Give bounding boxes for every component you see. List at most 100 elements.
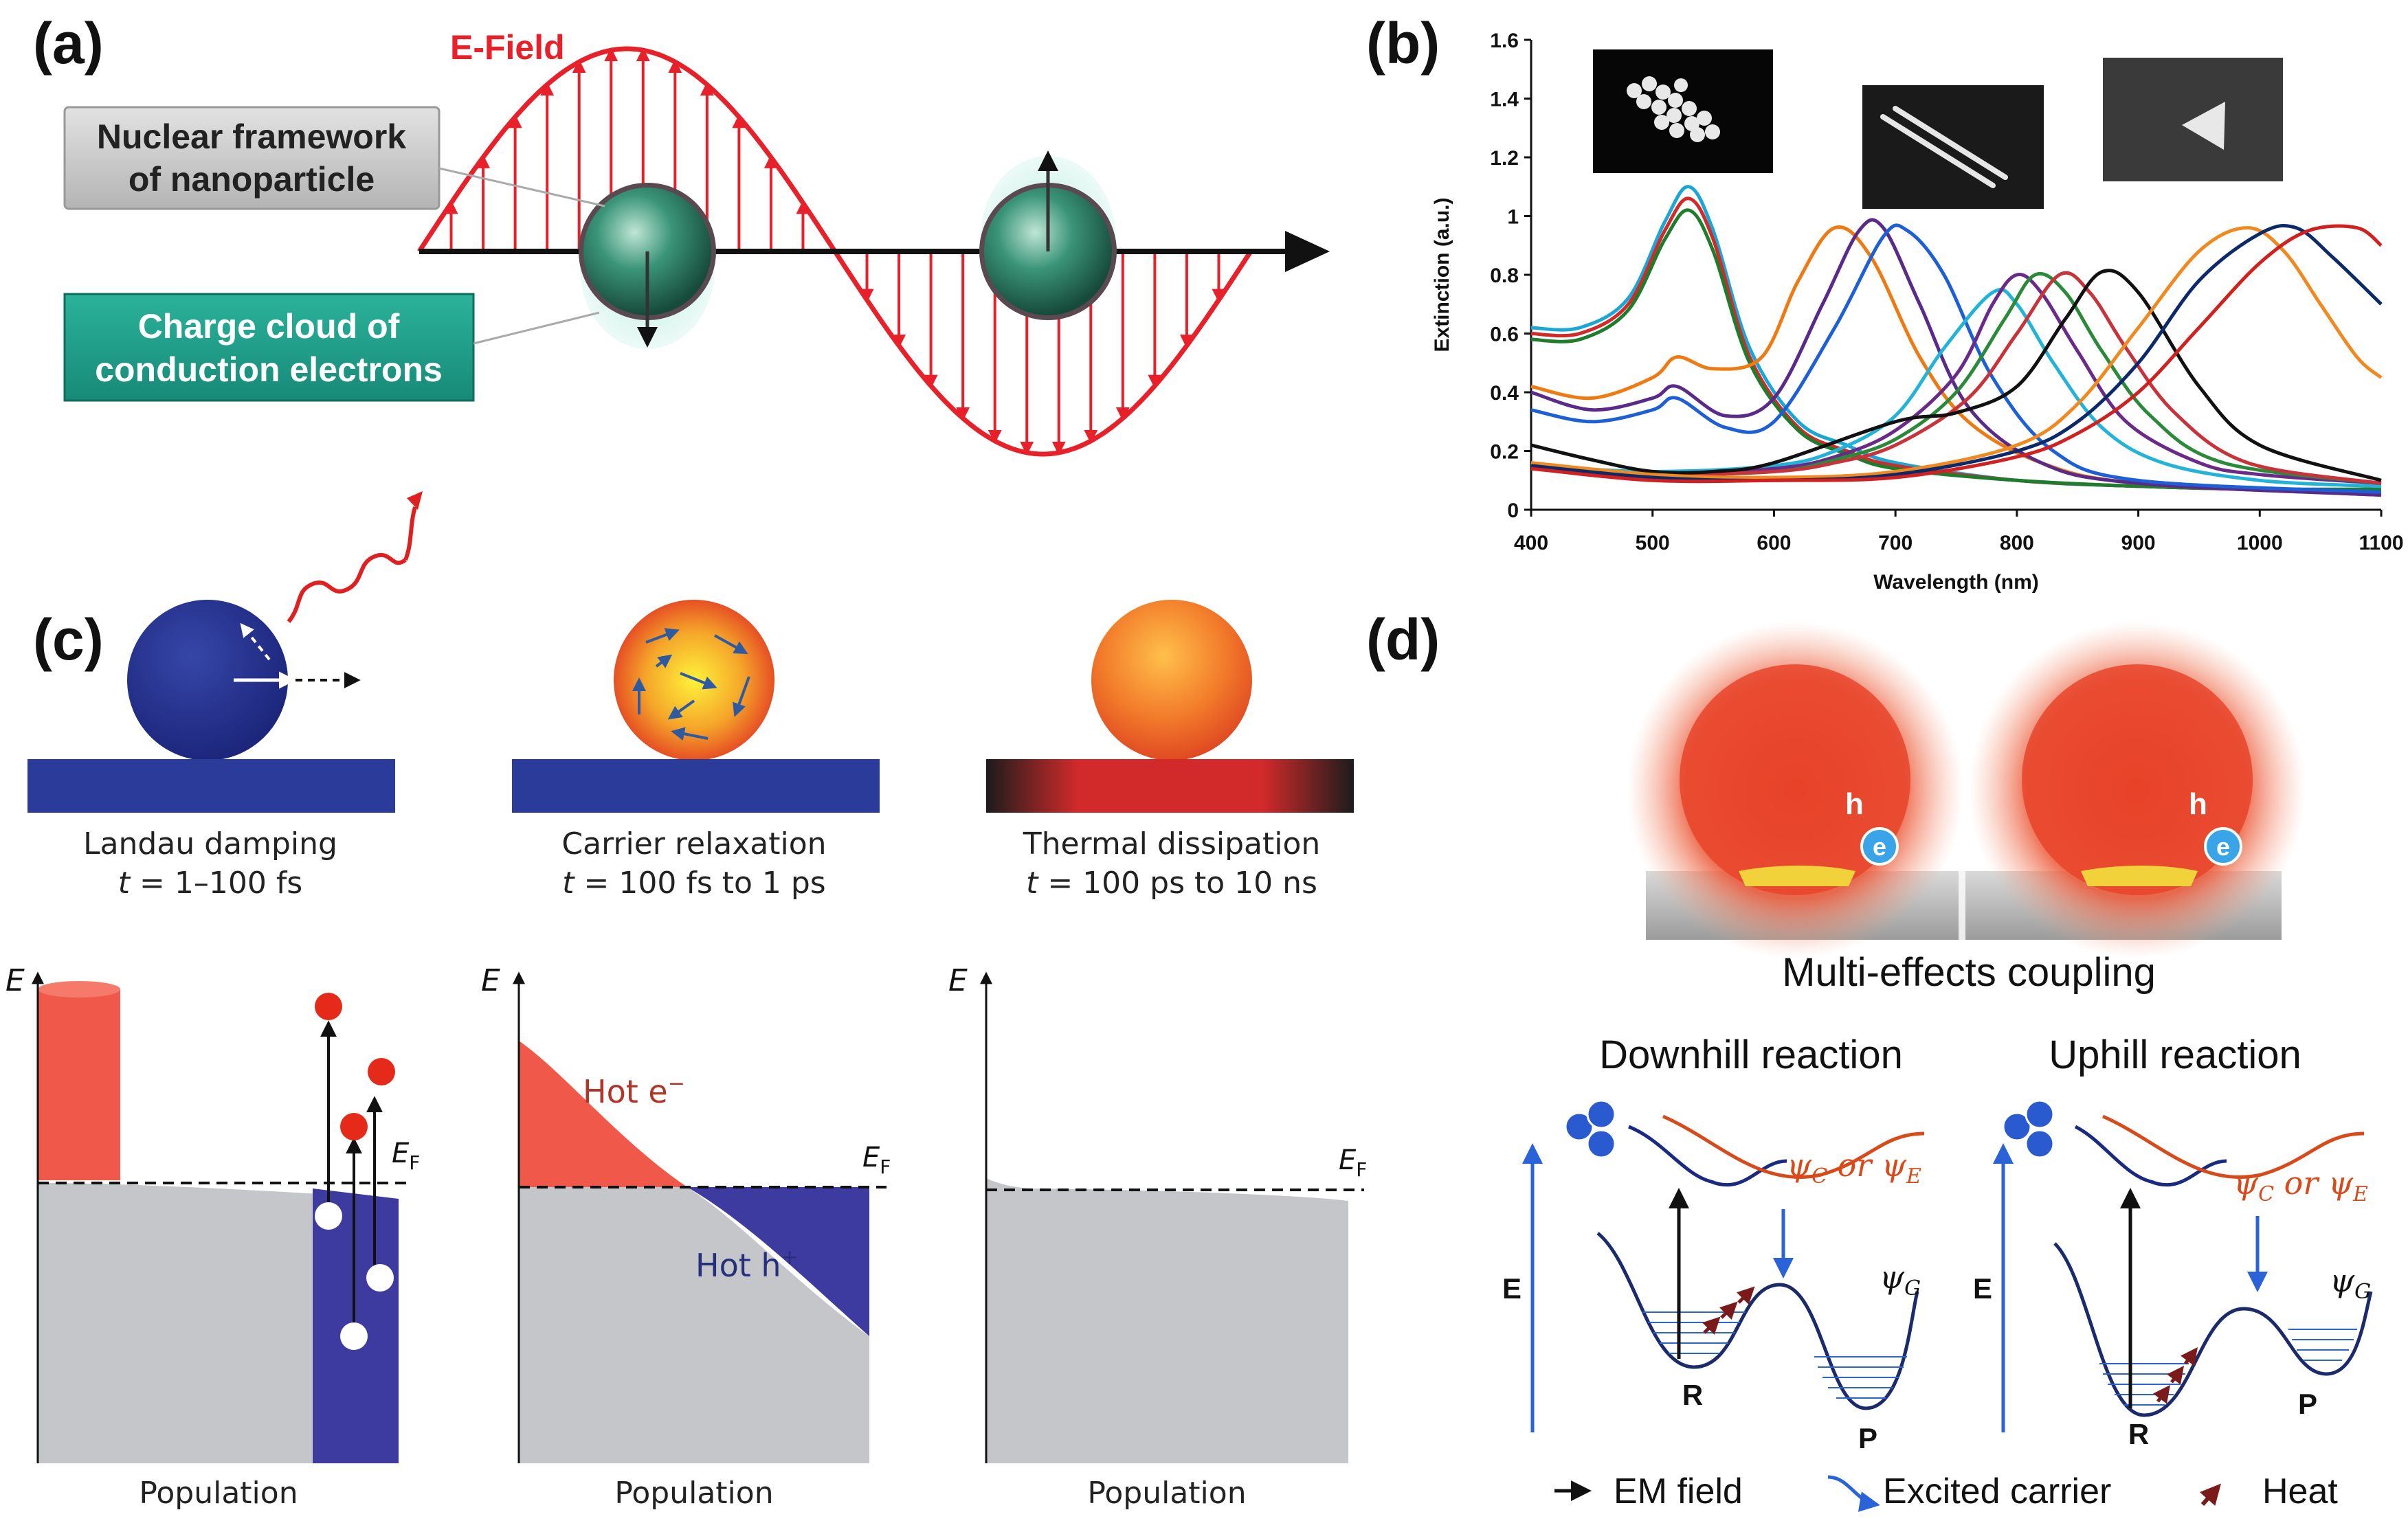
chart-x-tick-label: 1100 <box>2359 532 2403 554</box>
population-label-3: Population <box>1087 1476 1246 1511</box>
chart-xlabel: Wavelength (nm) <box>1873 571 2039 594</box>
panel-b: (b) 400 500 600 700 800 900 1000 1100 0 0.2 0.4 0.6… <box>1366 11 2404 594</box>
axis-e-1: E <box>5 963 25 998</box>
chart-x-tick-label: 800 <box>2000 532 2034 554</box>
series-line-tri-purple <box>1530 273 2382 485</box>
electron-cluster-downhill <box>1564 1099 1616 1159</box>
chart-y-tick-label: 0.8 <box>1490 264 1519 287</box>
hole-label-2: h <box>2189 787 2207 821</box>
charge-box-line-1: Charge cloud of <box>138 307 400 346</box>
thermal-particle <box>1091 600 1252 760</box>
energy-axis-uphill: E <box>1973 1272 1992 1305</box>
landau-particle <box>127 491 423 760</box>
chart-y-tick-label: 0 <box>1507 499 1519 522</box>
psi-g-uphill: ψG <box>2330 1262 2371 1304</box>
caption-relaxation-title: Carrier relaxation <box>561 826 826 861</box>
series-line-tri-red-2 <box>1530 224 2383 484</box>
emitted-photon-wave <box>287 553 407 623</box>
uphill-title: Uphill reaction <box>2049 1033 2301 1077</box>
series-line-tri-orange-2 <box>1530 226 2383 480</box>
hot-electron-label: Hot e− <box>583 1072 685 1110</box>
caption-thermal-title: Thermal dissipation <box>1023 826 1321 861</box>
series-line-tri-red <box>1530 271 2382 485</box>
legend-excited-carrier: Excited carrier <box>1883 1472 2111 1511</box>
product-label-uphill: P <box>2298 1388 2317 1420</box>
hot-hole-label: Hot h+ <box>695 1246 799 1284</box>
excited-carrier-legend-icon <box>1827 1475 1880 1512</box>
multi-effects-label: Multi-effects coupling <box>1782 950 2156 995</box>
chart-y-tick-label: 1.2 <box>1490 147 1519 170</box>
relaxation-substrate <box>512 759 880 813</box>
nanoparticle-sphere-2 <box>979 150 1117 320</box>
nuclear-box-line-1: Nuclear framework <box>97 117 406 156</box>
charge-cloud-box: Charge cloud of conduction electrons <box>63 293 600 402</box>
nuclear-pointer-line <box>438 167 605 207</box>
panel-c: (c) <box>5 491 1367 1511</box>
reactant-label-downhill: R <box>1682 1379 1703 1411</box>
chart-axes <box>1524 38 2383 517</box>
panel-d: (d) e h e h Multi-effects coupling Downh… <box>1366 607 2373 1512</box>
relaxation-particle <box>614 600 774 760</box>
series-line-tri-black <box>1530 269 2382 482</box>
chart-tick-labels: 400 500 600 700 800 900 1000 1100 0 0.2 0.4 0.6 0.8 1… <box>1490 30 2403 554</box>
inset-nanorods-image <box>1862 85 2044 209</box>
axis-e-3: E <box>948 963 968 998</box>
electron-label-2: e <box>2216 833 2230 861</box>
nuclear-box-line-2: of nanoparticle <box>129 160 375 199</box>
panel-label-c: (c) <box>33 607 104 672</box>
energy-diagram-landau: E EF Population <box>5 963 420 1511</box>
heat-arrows-uphill <box>2153 1347 2198 1404</box>
legend-heat: Heat <box>2262 1472 2338 1511</box>
product-label-downhill: P <box>1858 1422 1877 1454</box>
hole-label-1: h <box>1845 787 1864 821</box>
series-line-tri-green <box>1530 272 2382 485</box>
nuclear-framework-box: Nuclear framework of nanoparticle <box>63 106 605 210</box>
chart-x-tick-label: 600 <box>1757 532 1791 554</box>
fermi-label-1: EF <box>392 1138 420 1174</box>
energy-axis-downhill: E <box>1502 1272 1521 1305</box>
psi-g-downhill: ψG <box>1880 1259 1921 1300</box>
legend-em-field: EM field <box>1614 1472 1743 1511</box>
heat-legend-icon <box>2199 1483 2221 1506</box>
population-label-1: Population <box>139 1476 298 1511</box>
caption-thermal-time: t = 100 ps to 10 ns <box>1026 866 1317 901</box>
landau-substrate <box>27 759 395 813</box>
chart-y-tick-label: 0.6 <box>1490 324 1519 346</box>
panel-label-d: (d) <box>1366 607 1440 672</box>
series-line-sphere-1 <box>1530 185 2382 491</box>
chart-y-tick-label: 1.6 <box>1490 30 1519 52</box>
chart-x-tick-label: 900 <box>2121 532 2156 554</box>
chart-x-tick-label: 400 <box>1514 532 1548 554</box>
chart-series <box>1530 185 2383 497</box>
series-line-sphere-2 <box>1530 196 2382 491</box>
fermi-label-2: EF <box>862 1142 891 1178</box>
panel-label-b: (b) <box>1366 11 1440 76</box>
inset-nanospheres-image <box>1593 49 1773 173</box>
charge-pointer-line <box>473 311 600 345</box>
panel-label-a: (a) <box>33 11 104 76</box>
psi-ce-downhill: ψC or ψE <box>1787 1147 1921 1188</box>
caption-thermal: Thermal dissipation t = 100 ps to 10 ns <box>1023 826 1321 901</box>
chart-ylabel: Extinction (a.u.) <box>1431 198 1453 352</box>
thermal-substrate <box>986 759 1354 813</box>
chart-y-tick-label: 0.2 <box>1490 441 1519 464</box>
downhill-title: Downhill reaction <box>1599 1033 1903 1077</box>
series-line-sphere-3 <box>1530 208 2382 491</box>
electron-label-1: e <box>1873 833 1886 861</box>
caption-landau-time: t = 1–100 fs <box>118 866 302 901</box>
psi-ce-uphill: ψC or ψE <box>2233 1164 2368 1206</box>
chart-y-tick-label: 1.4 <box>1490 89 1519 111</box>
reactant-label-uphill: R <box>2128 1418 2149 1450</box>
electron-cluster-uphill <box>2002 1099 2055 1159</box>
plasmonic-particles-illustration: e h e h <box>1627 622 2306 958</box>
series-line-rod-purple <box>1530 218 2382 497</box>
caption-relaxation: Carrier relaxation t = 100 fs to 1 ps <box>561 826 826 901</box>
chart-x-tick-label: 1000 <box>2237 532 2283 554</box>
panel-d-legend: EM field Excited carrier Heat <box>1554 1472 2338 1512</box>
nanoparticle-sphere-1 <box>579 183 716 349</box>
panel-a: (a) E-Field Nuclear framework of nanopar… <box>33 11 1330 457</box>
heat-arrows-downhill <box>1702 1286 1755 1335</box>
chart-x-tick-label: 500 <box>1636 532 1670 554</box>
inset-nanotriangle-image <box>2103 58 2283 181</box>
caption-relaxation-time: t = 100 fs to 1 ps <box>562 866 825 901</box>
